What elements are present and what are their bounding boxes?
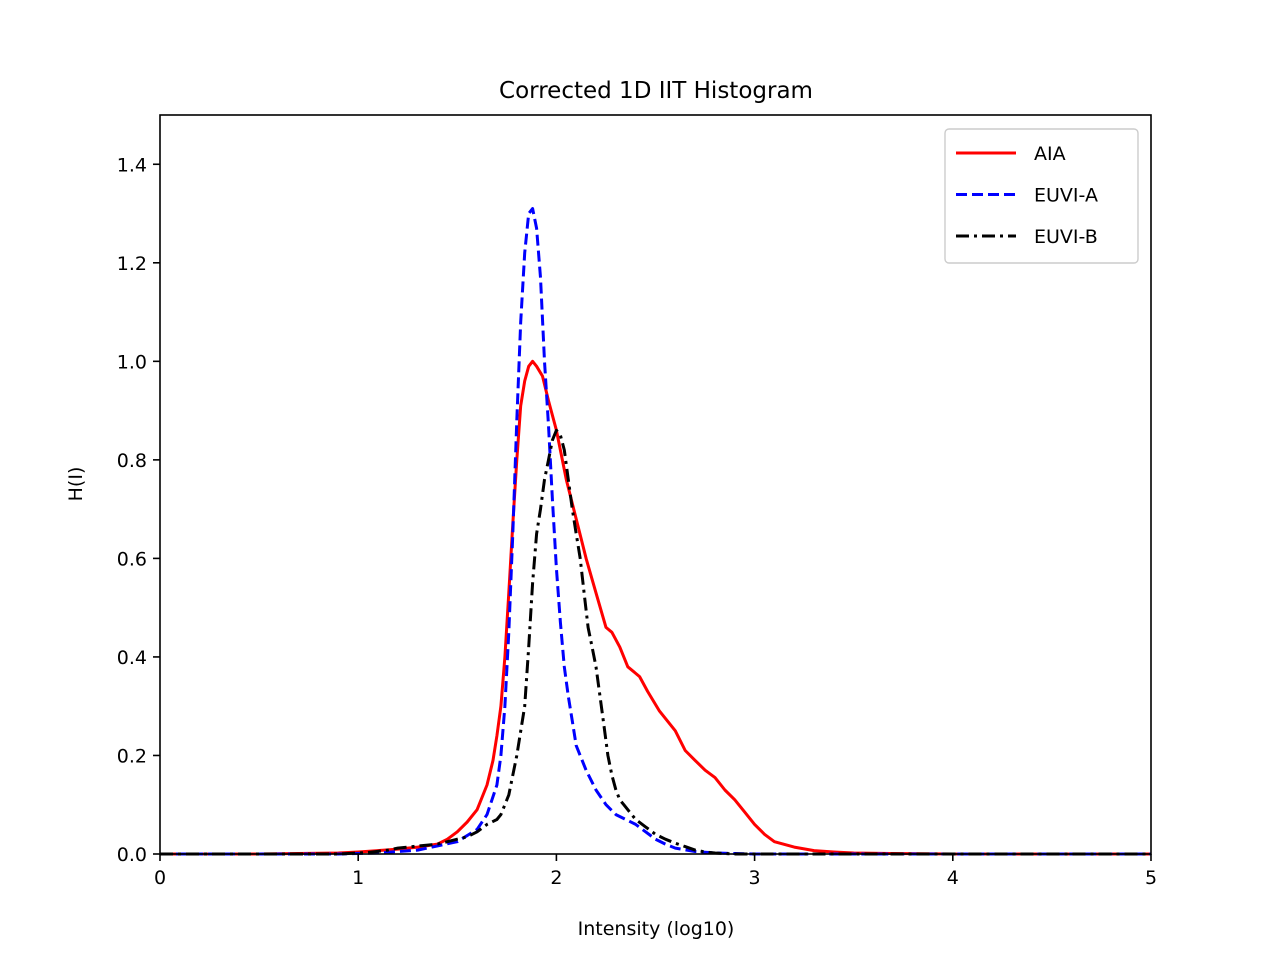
y-tick-label: 0.2 bbox=[117, 745, 147, 767]
legend-label: AIA bbox=[1034, 143, 1066, 165]
x-tick-label: 5 bbox=[1145, 867, 1157, 889]
x-tick-label: 0 bbox=[154, 867, 166, 889]
x-tick-label: 4 bbox=[947, 867, 959, 889]
plot-frame bbox=[159, 114, 1152, 855]
y-tick-label: 1.4 bbox=[117, 154, 147, 176]
x-axis-label: Intensity (log10) bbox=[578, 918, 735, 940]
y-tick-label: 0.8 bbox=[117, 450, 147, 472]
y-axis-label: H(I) bbox=[65, 467, 87, 502]
series-line-euvi-b bbox=[160, 428, 1151, 856]
y-tick-label: 0.4 bbox=[117, 647, 147, 669]
series-layer bbox=[160, 207, 1151, 856]
chart-title: Corrected 1D IIT Histogram bbox=[499, 78, 813, 104]
legend-label: EUVI-B bbox=[1034, 226, 1098, 248]
x-tick-label: 1 bbox=[352, 867, 364, 889]
x-axis-ticks: 0 1 2 3 4 5 bbox=[154, 854, 1157, 889]
legend-box bbox=[944, 128, 1139, 264]
y-tick-label: 0.6 bbox=[117, 548, 147, 570]
y-axis-ticks: 0.0 0.2 0.4 0.6 0.8 1.0 1.2 1.4 bbox=[117, 154, 160, 866]
y-tick-label: 1.2 bbox=[117, 253, 147, 275]
y-tick-label: 0.0 bbox=[117, 844, 147, 866]
legend-label: EUVI-A bbox=[1034, 185, 1098, 207]
legend: AIA EUVI-A EUVI-B bbox=[944, 128, 1139, 264]
y-tick-label: 1.0 bbox=[117, 351, 147, 373]
series-line-euvi-a bbox=[160, 207, 1151, 856]
x-tick-label: 2 bbox=[550, 867, 562, 889]
x-tick-label: 3 bbox=[749, 867, 761, 889]
series-line-aia bbox=[160, 359, 1151, 856]
